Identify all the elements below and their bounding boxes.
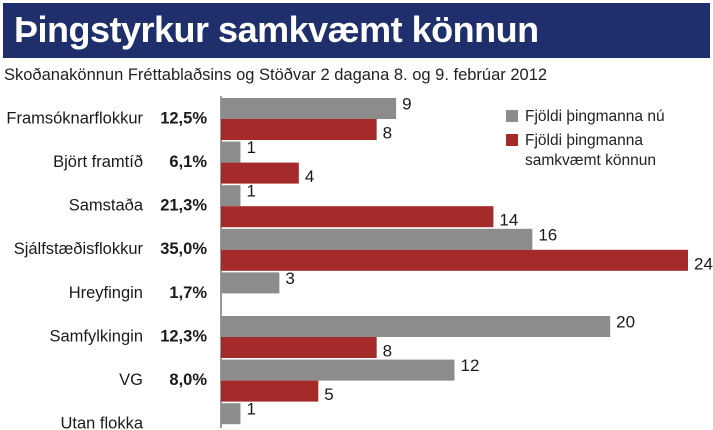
bar-poll	[221, 162, 299, 184]
legend-label: samkvæmt könnun	[525, 152, 656, 169]
chart-title: Þingstyrkur samkvæmt könnun	[14, 9, 539, 50]
percentage-label: 8,0%	[169, 371, 207, 389]
percentage-label: 12,5%	[160, 109, 207, 127]
legend-swatch	[506, 110, 518, 122]
data-label: 16	[538, 225, 557, 244]
bar-current	[221, 403, 241, 425]
percentage-label: 1,7%	[169, 284, 207, 302]
bar-current	[221, 272, 280, 294]
data-label: 3	[285, 269, 294, 288]
data-label: 4	[305, 167, 314, 186]
bar-current	[221, 98, 397, 119]
data-label: 20	[616, 312, 635, 331]
data-label: 8	[383, 341, 392, 360]
bar-poll	[221, 337, 377, 358]
bar-current	[221, 228, 533, 250]
percentage-label: 21,3%	[160, 197, 207, 215]
title-bar: Þingstyrkur samkvæmt könnun	[3, 3, 710, 58]
bar-current	[221, 141, 241, 163]
category-label: Framsóknarflokkur	[6, 109, 143, 127]
data-label: 1	[246, 400, 255, 419]
data-label: 1	[246, 182, 255, 201]
legend-label: Fjöldi þingmanna	[525, 132, 643, 149]
data-label: 8	[383, 123, 392, 142]
category-label: Björt framtíð	[53, 153, 143, 171]
bar-current	[221, 185, 241, 207]
bar-poll	[221, 380, 319, 402]
category-label: Hreyfingin	[69, 284, 143, 302]
bar-current	[221, 359, 455, 381]
bar-poll	[221, 249, 688, 271]
category-label: Samstaða	[69, 197, 144, 215]
category-label: Sjálfstæðisflokkur	[14, 240, 144, 258]
data-label: 9	[402, 94, 411, 113]
percentage-label: 12,3%	[160, 327, 207, 345]
bar-poll	[221, 206, 494, 228]
category-label: Utan flokka	[60, 415, 143, 430]
legend-label: Fjöldi þingmanna nú	[525, 108, 665, 125]
bar-poll	[221, 119, 377, 140]
legend-swatch	[506, 134, 518, 146]
percentage-label: 35,0%	[160, 240, 207, 258]
category-label: VG	[119, 371, 143, 389]
data-label: 14	[499, 211, 518, 230]
chart-subtitle: Skoðanakönnun Fréttablaðsins og Stöðvar …	[4, 66, 548, 84]
data-label: 24	[694, 254, 713, 273]
percentage-label: 6,1%	[169, 153, 207, 171]
bar-current	[221, 316, 611, 337]
data-label: 1	[246, 138, 255, 157]
data-label: 12	[461, 356, 480, 375]
category-label: Samfylkingin	[49, 327, 143, 345]
data-label: 5	[324, 385, 333, 404]
